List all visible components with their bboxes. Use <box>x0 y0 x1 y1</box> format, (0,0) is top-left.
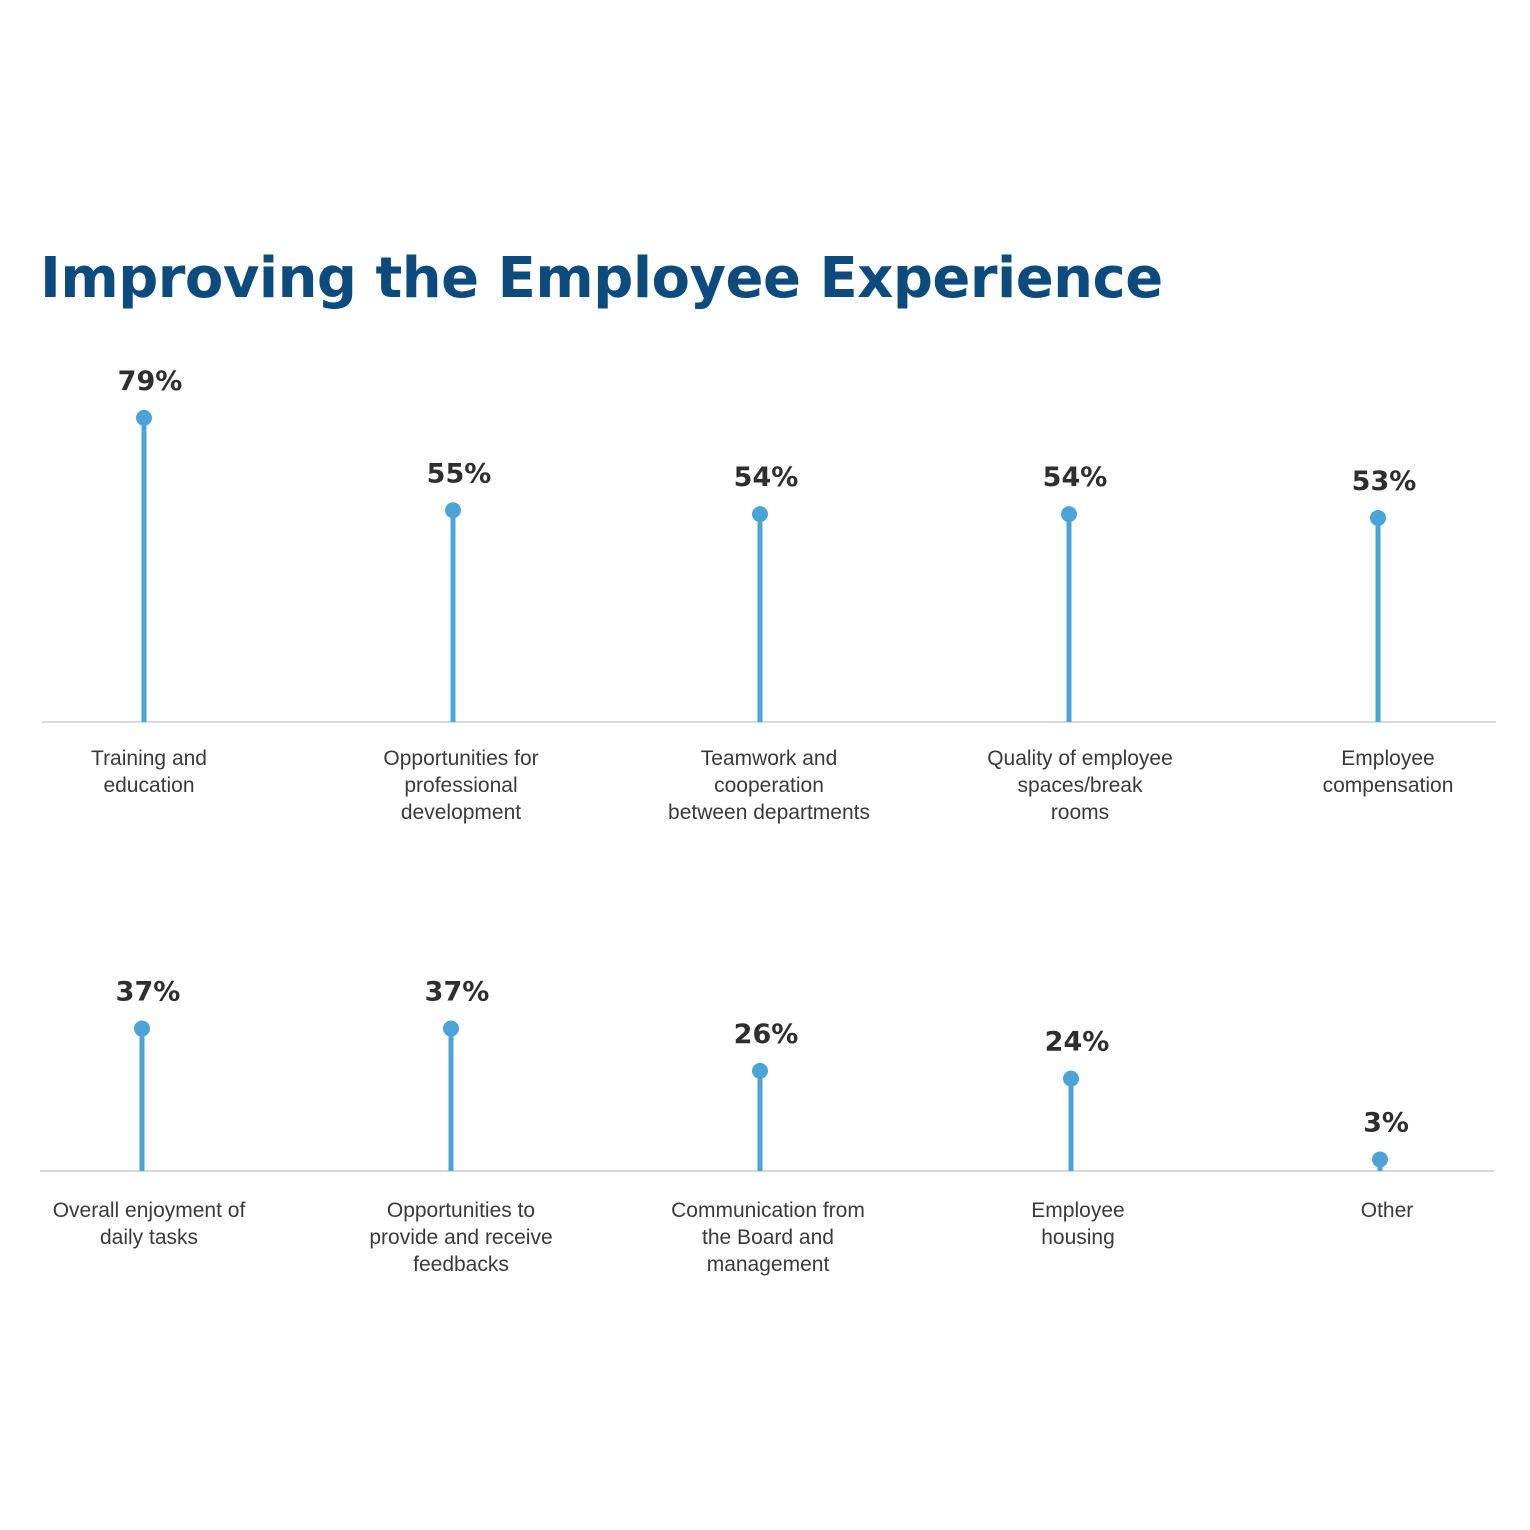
lollipop-dot <box>1370 509 1386 526</box>
category-label-line: management <box>707 1253 830 1276</box>
category-label: Employee compensation <box>1323 747 1454 797</box>
category-label: Overall enjoyment of daily tasks <box>53 1199 246 1249</box>
data-label: 55% <box>427 458 492 489</box>
category-label-line: cooperation <box>714 774 824 797</box>
category-label-line: rooms <box>1051 801 1109 824</box>
category-label-line: professional <box>404 774 517 797</box>
lollipop-dot <box>752 1062 768 1079</box>
data-label: 79% <box>118 366 183 397</box>
category-label-line: compensation <box>1323 774 1454 797</box>
category-label-line: Opportunities to <box>387 1199 535 1222</box>
chart-title: Improving the Employee Experience <box>40 246 1163 311</box>
category-label: Opportunities for professional development <box>383 747 538 824</box>
category-label: Employee housing <box>1031 1199 1124 1249</box>
category-label: Training and education <box>91 747 207 797</box>
category-label-line: education <box>103 774 194 797</box>
data-label: 53% <box>1352 466 1417 497</box>
lollipop-dot <box>1061 506 1077 523</box>
category-label-line: housing <box>1041 1226 1115 1249</box>
lollipop-dot <box>1372 1151 1388 1168</box>
category-label-line: Opportunities for <box>383 747 538 770</box>
category-label-line: development <box>401 801 521 824</box>
category-label-line: between departments <box>668 801 870 824</box>
category-label: Teamwork and cooperation between departmen… <box>668 747 870 824</box>
data-label: 37% <box>116 977 181 1008</box>
category-label: Other <box>1361 1199 1414 1222</box>
category-label-line: spaces/break <box>1018 774 1143 797</box>
category-label-line: Teamwork and <box>701 747 838 770</box>
category-label: Quality of employee spaces/break rooms <box>987 747 1173 824</box>
data-label: 37% <box>425 977 490 1008</box>
lollipop-dot <box>134 1020 150 1037</box>
category-label: Opportunities to provide and receive feedb… <box>369 1199 552 1276</box>
category-label-line: the Board and <box>702 1226 834 1249</box>
lollipop-dot <box>445 502 461 519</box>
data-label: 24% <box>1045 1027 1110 1058</box>
category-label-line: provide and receive <box>369 1226 552 1249</box>
lollipop-dot <box>136 409 152 426</box>
data-label: 54% <box>734 462 799 493</box>
category-label-line: Quality of employee <box>987 747 1173 770</box>
category-label-line: Employee <box>1341 747 1434 770</box>
category-label-line: Employee <box>1031 1199 1124 1222</box>
data-label: 3% <box>1363 1107 1409 1138</box>
data-label: 54% <box>1043 462 1108 493</box>
category-label-line: feedbacks <box>413 1253 509 1276</box>
category-label-line: daily tasks <box>100 1226 198 1249</box>
category-label: Communication from the Board and managemen… <box>671 1199 865 1276</box>
category-label-line: Communication from <box>671 1199 865 1222</box>
category-label-line: Training and <box>91 747 207 770</box>
lollipop-dot <box>752 506 768 523</box>
lollipop-dot <box>1063 1070 1079 1087</box>
data-label: 26% <box>734 1019 799 1050</box>
category-label-line: Overall enjoyment of <box>53 1199 246 1222</box>
category-label-line: Other <box>1361 1199 1414 1222</box>
lollipop-dot <box>443 1020 459 1037</box>
